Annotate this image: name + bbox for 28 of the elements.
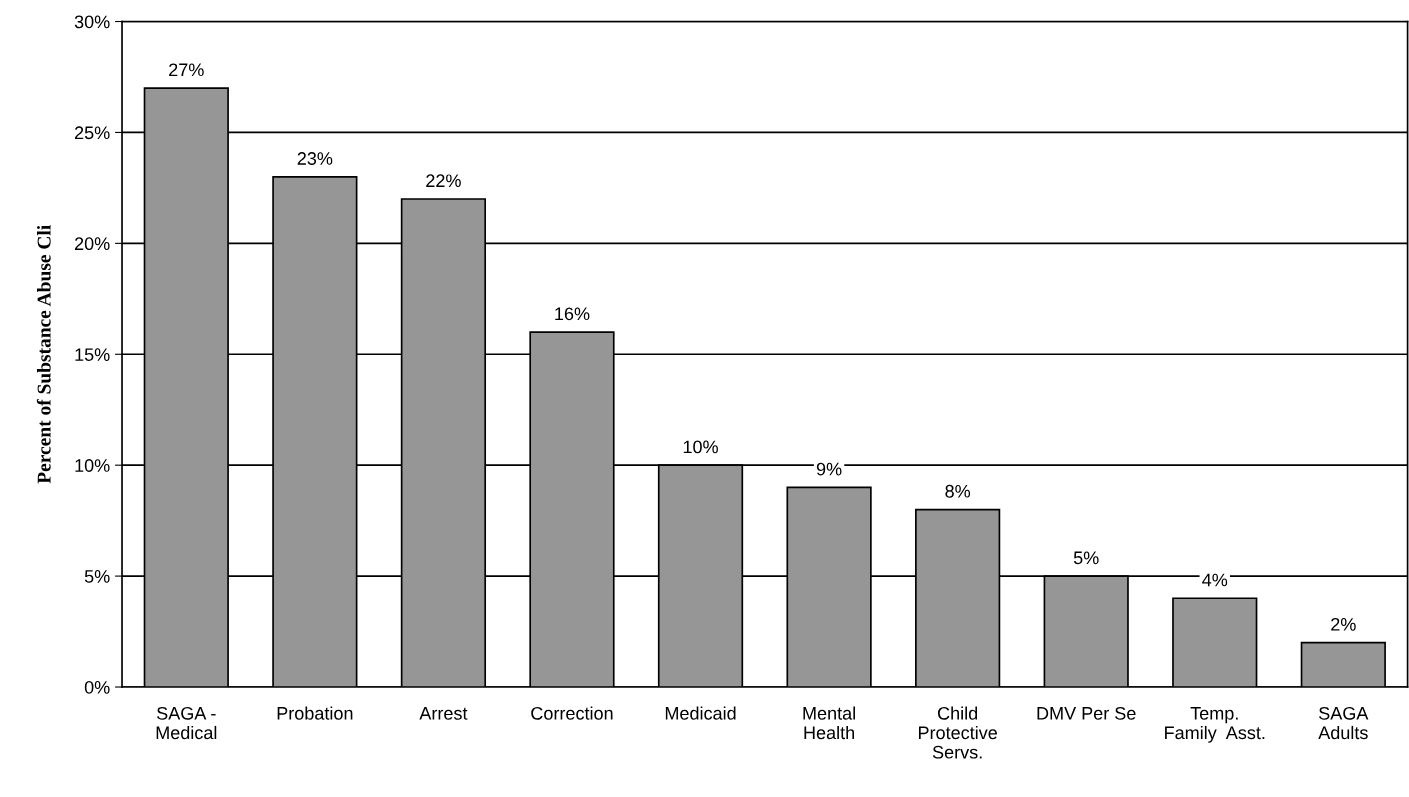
y-tick-label: 25% [74,126,110,140]
x-tick-label: DMV Per Se [1037,706,1136,720]
x-tick-label: Medicaid [665,706,736,720]
y-axis-title: Percent of Substance Abuse Cli [36,225,51,484]
x-tick-label: Correction [531,706,613,720]
data-label: 2% [1331,617,1356,631]
y-tick-label: 5% [84,570,110,583]
data-label: 9% [816,462,842,476]
data-label: 4% [1202,573,1228,587]
data-label: 27% [169,63,204,77]
y-tick-label: 0% [84,680,110,694]
x-tick-label: Arrest [419,707,468,720]
y-tick-label: 20% [74,237,110,251]
y-tick-label: 15% [75,348,110,361]
x-tick-label: Mental Health [803,706,855,740]
x-tick-label: Temp. Family Asst. [1165,707,1265,743]
data-label: 8% [945,484,971,498]
x-tick-label: SAGA - Medical [156,706,217,740]
x-tick-label: SAGA Adults [1318,706,1369,740]
data-label: 23% [297,152,333,165]
y-tick-label: 10% [75,459,110,472]
data-label: 22% [426,174,461,188]
data-label: 10% [683,440,718,454]
data-label: 5% [1073,551,1099,565]
y-tick-label: 30% [74,15,110,29]
x-tick-label: Child Protective Servs. [918,706,997,759]
x-tick-label: Probation [277,706,353,720]
data-label: 16% [555,307,590,321]
